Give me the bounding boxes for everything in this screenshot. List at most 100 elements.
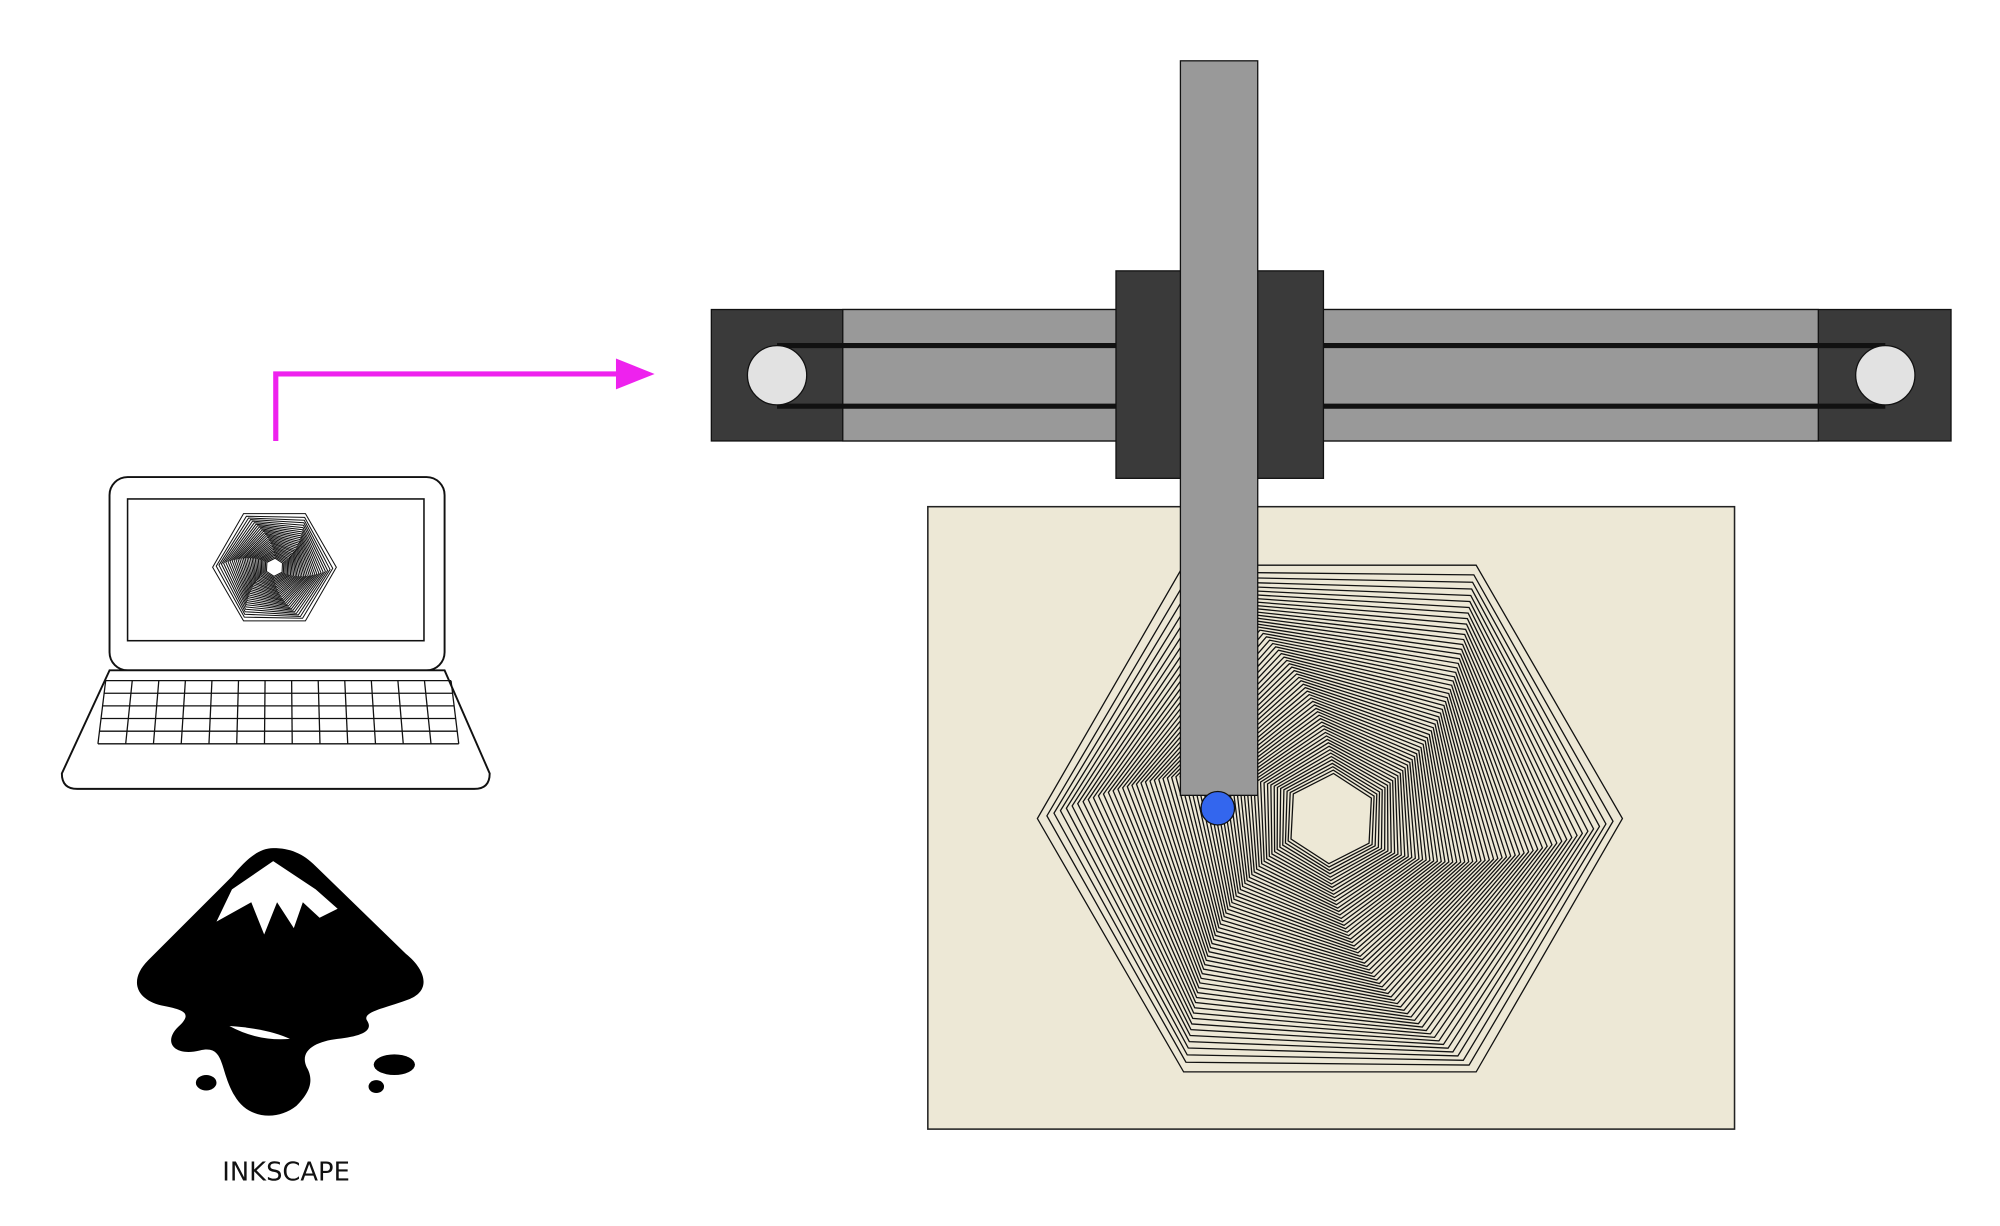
key-line xyxy=(450,680,460,744)
hexagon xyxy=(1046,571,1614,1066)
hexagon xyxy=(215,515,334,619)
key-line xyxy=(370,680,377,744)
keyboard xyxy=(97,680,460,745)
hexagon xyxy=(231,526,318,609)
hexagon xyxy=(1259,738,1402,899)
hexagon xyxy=(1087,599,1573,1039)
hexagon xyxy=(257,548,292,586)
hexagon xyxy=(225,522,324,613)
hexagon xyxy=(1282,762,1381,875)
pen-arm xyxy=(1179,60,1259,796)
hexagon xyxy=(241,533,308,601)
hexagon xyxy=(212,513,337,622)
key-line xyxy=(290,680,293,744)
hexagon-spiral xyxy=(1036,564,1624,1073)
hexagon xyxy=(1076,591,1584,1046)
hexagon xyxy=(260,551,289,583)
hexagon xyxy=(1121,622,1539,1015)
pulley xyxy=(1855,344,1916,406)
hexagon xyxy=(227,523,322,611)
hexagon xyxy=(248,539,301,595)
key-line xyxy=(317,680,321,744)
paper xyxy=(927,505,1736,1130)
laptop-base xyxy=(60,669,491,790)
key-line xyxy=(208,680,213,744)
hexagon xyxy=(1135,632,1525,1005)
logo-drop xyxy=(368,1080,385,1094)
hexagon xyxy=(1290,772,1373,865)
hexagon xyxy=(263,554,286,580)
hexagon xyxy=(1131,629,1530,1008)
key-line xyxy=(397,680,404,744)
logo-drop xyxy=(373,1054,415,1075)
hexagon xyxy=(265,557,284,577)
hexagon xyxy=(1149,642,1512,995)
hexagon xyxy=(242,535,307,600)
hexagon xyxy=(1166,656,1495,981)
rail xyxy=(842,308,1819,442)
hexagon xyxy=(1175,663,1486,975)
hexagon xyxy=(1112,616,1548,1022)
hexagon xyxy=(1107,612,1553,1025)
hexagon xyxy=(1102,609,1558,1028)
arrow-head xyxy=(615,358,655,390)
hexagon xyxy=(1162,652,1499,985)
hexagon xyxy=(249,541,300,594)
logo-label: INKSCAPE xyxy=(222,1158,350,1188)
hexagon xyxy=(1097,605,1563,1032)
hexagon xyxy=(235,529,314,606)
hexagon xyxy=(1273,752,1389,885)
hexagon xyxy=(237,530,312,604)
hexagon xyxy=(1170,659,1491,978)
hexagon xyxy=(1284,765,1378,872)
hexagon xyxy=(259,550,290,585)
logo-mountain xyxy=(136,848,424,1116)
hexagon xyxy=(1092,602,1568,1035)
hexagon xyxy=(264,556,285,579)
hexagon xyxy=(1287,769,1375,868)
hexagon xyxy=(1140,636,1521,1001)
logo-highlight xyxy=(229,1026,290,1040)
hexagon xyxy=(1270,748,1392,889)
hexagon xyxy=(246,538,303,597)
hexagon xyxy=(233,528,316,607)
hexagon xyxy=(256,547,293,588)
hexagon xyxy=(254,545,295,589)
hexagon xyxy=(1117,619,1544,1018)
key-line xyxy=(236,680,240,744)
hexagon xyxy=(1126,626,1534,1011)
key-line xyxy=(97,680,107,744)
hexagon xyxy=(251,542,298,592)
hexagon xyxy=(253,544,296,591)
hexagon xyxy=(1263,742,1399,896)
hexagon xyxy=(220,519,329,616)
screen-spiral xyxy=(212,513,337,622)
hexagon xyxy=(1158,649,1503,988)
laptop-screen xyxy=(126,498,425,642)
hexagon xyxy=(1082,595,1578,1042)
hexagon xyxy=(222,520,326,614)
hexagon xyxy=(1279,759,1383,878)
hexagon xyxy=(1276,755,1386,882)
logo-snow xyxy=(216,861,338,935)
hexagon xyxy=(239,532,310,603)
hexagon xyxy=(1053,576,1607,1061)
key-line xyxy=(344,680,349,744)
key-line xyxy=(152,680,160,744)
hexagon xyxy=(1266,745,1396,892)
hexagon xyxy=(1071,588,1589,1049)
hexagon xyxy=(1065,584,1595,1053)
key-line xyxy=(423,680,432,744)
key-line xyxy=(263,680,266,744)
hexagon xyxy=(1036,564,1624,1073)
hexagon xyxy=(1144,639,1516,998)
hexagon xyxy=(1153,646,1508,991)
hexagon xyxy=(229,525,320,610)
pen-tip xyxy=(1200,790,1236,826)
arrow xyxy=(273,371,625,441)
key-line xyxy=(125,680,133,744)
hexagon xyxy=(262,553,287,582)
pulley xyxy=(746,344,808,406)
hexagon xyxy=(244,536,305,598)
